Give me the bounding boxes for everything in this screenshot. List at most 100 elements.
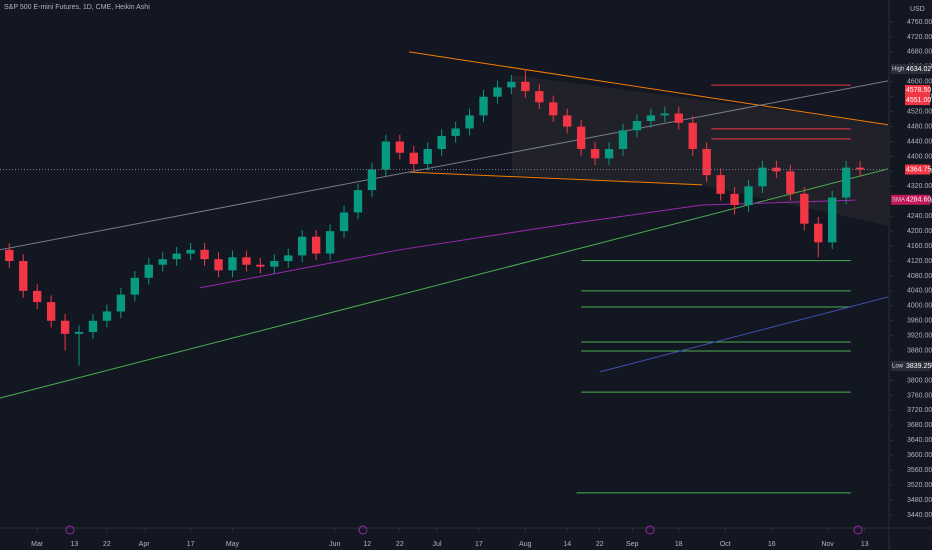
trend-line bbox=[0, 80, 888, 251]
x-tick-label: Aug bbox=[519, 541, 532, 548]
candle-body bbox=[228, 257, 237, 271]
candle-body bbox=[423, 148, 432, 164]
candle-body bbox=[242, 257, 251, 265]
currency: USD bbox=[910, 6, 925, 13]
candle-body bbox=[102, 311, 112, 321]
candle-body bbox=[214, 259, 223, 271]
candle-body bbox=[74, 331, 84, 334]
candle-body bbox=[493, 87, 502, 97]
x-tick-label: May bbox=[226, 541, 240, 548]
candle-body bbox=[465, 115, 474, 129]
candle-body bbox=[270, 261, 279, 267]
candle-body bbox=[576, 126, 586, 149]
y-tick-label: 3440.00 bbox=[907, 512, 932, 519]
x-tick-label: 17 bbox=[187, 541, 195, 548]
price-tag-label-bg bbox=[891, 360, 905, 371]
x-tick-label: 22 bbox=[396, 541, 404, 548]
candle-body bbox=[158, 259, 167, 265]
y-tick-label: 4080.00 bbox=[907, 273, 932, 280]
candle-body bbox=[19, 261, 28, 291]
y-tick-label: 3560.00 bbox=[907, 467, 932, 474]
candle-body bbox=[730, 193, 739, 206]
candle-body bbox=[88, 320, 98, 332]
y-tick-label: 4200.00 bbox=[907, 228, 932, 235]
candle-body bbox=[563, 115, 572, 127]
candle-body bbox=[479, 96, 488, 116]
y-tick-label: 4520.00 bbox=[907, 108, 932, 115]
y-tick-label: 3480.00 bbox=[907, 497, 932, 504]
trend-line bbox=[199, 199, 856, 289]
x-tick-label: 17 bbox=[475, 541, 483, 548]
candle-body bbox=[186, 249, 195, 254]
candle-body bbox=[33, 290, 42, 303]
candle-body bbox=[451, 128, 460, 136]
candle-body bbox=[60, 320, 70, 334]
y-tick-label: 4720.00 bbox=[907, 34, 932, 41]
y-tick-label: 3680.00 bbox=[907, 422, 932, 429]
y-tick-label: 4000.00 bbox=[907, 303, 932, 310]
candle-body bbox=[130, 277, 140, 295]
x-tick-label: Jul bbox=[433, 541, 442, 548]
price-tag bbox=[905, 64, 930, 75]
candle-body bbox=[814, 223, 823, 243]
candle-body bbox=[144, 264, 153, 278]
candle-body bbox=[284, 255, 293, 262]
y-tick-label: 4480.00 bbox=[907, 123, 932, 130]
candle-body bbox=[395, 141, 405, 153]
y-tick-label: 3880.00 bbox=[907, 347, 932, 354]
y-tick-label: 4320.00 bbox=[907, 183, 932, 190]
x-tick-label: 14 bbox=[563, 541, 571, 548]
price-tag bbox=[905, 84, 930, 95]
candle-body bbox=[367, 169, 377, 191]
candle-body bbox=[311, 236, 321, 254]
y-tick-label: 3960.00 bbox=[907, 318, 932, 325]
candle-body bbox=[116, 294, 126, 312]
plot-area bbox=[0, 51, 888, 494]
y-tick-label: 4040.00 bbox=[907, 288, 932, 295]
trend-line bbox=[0, 168, 888, 399]
x-tick-label: 22 bbox=[596, 541, 604, 548]
price-tag bbox=[905, 194, 930, 205]
y-tick-label: 4440.00 bbox=[907, 138, 932, 145]
x-tick-label: 16 bbox=[768, 541, 776, 548]
price-tag-label-bg bbox=[891, 194, 905, 205]
candle-body bbox=[646, 115, 656, 121]
price-tag-text: 3839.25 bbox=[906, 363, 931, 370]
x-tick-label: 18 bbox=[675, 541, 683, 548]
y-tick-label: 4680.00 bbox=[907, 49, 932, 56]
candle-body bbox=[521, 81, 530, 92]
candle-body bbox=[674, 113, 683, 123]
y-tick-label: 3520.00 bbox=[907, 482, 932, 489]
y-tick-label: 4400.00 bbox=[907, 153, 932, 160]
x-tick-label: Oct bbox=[720, 541, 731, 548]
price-tag-text: 4551.00 bbox=[906, 97, 931, 104]
price-tag-label: SMA bbox=[892, 197, 905, 203]
y-tick-label: 3640.00 bbox=[907, 437, 932, 444]
candle-body bbox=[800, 193, 809, 224]
x-tick-label: Mar bbox=[31, 541, 44, 548]
candle-body bbox=[381, 141, 391, 170]
candle-body bbox=[618, 130, 628, 149]
candle-body bbox=[590, 148, 600, 159]
price-tag-label: High bbox=[892, 67, 904, 73]
candle-body bbox=[172, 253, 181, 260]
candle-body bbox=[200, 249, 209, 260]
x-tick-label: Nov bbox=[821, 541, 834, 548]
candle-body bbox=[855, 167, 865, 170]
y-tick-label: 3600.00 bbox=[907, 452, 932, 459]
candle-body bbox=[535, 91, 544, 103]
candle-body bbox=[353, 190, 363, 213]
candle-body bbox=[841, 167, 851, 198]
trend-line bbox=[599, 296, 888, 373]
trend-line bbox=[409, 171, 703, 186]
y-tick-label: 3720.00 bbox=[907, 407, 932, 414]
candle-body bbox=[660, 113, 670, 116]
candle-body bbox=[772, 167, 781, 172]
price-tag bbox=[905, 164, 930, 175]
x-tick-label: Jun bbox=[329, 541, 340, 548]
candle-body bbox=[828, 197, 837, 243]
candle-body bbox=[46, 302, 56, 321]
x-tick-label: Apr bbox=[139, 541, 151, 548]
